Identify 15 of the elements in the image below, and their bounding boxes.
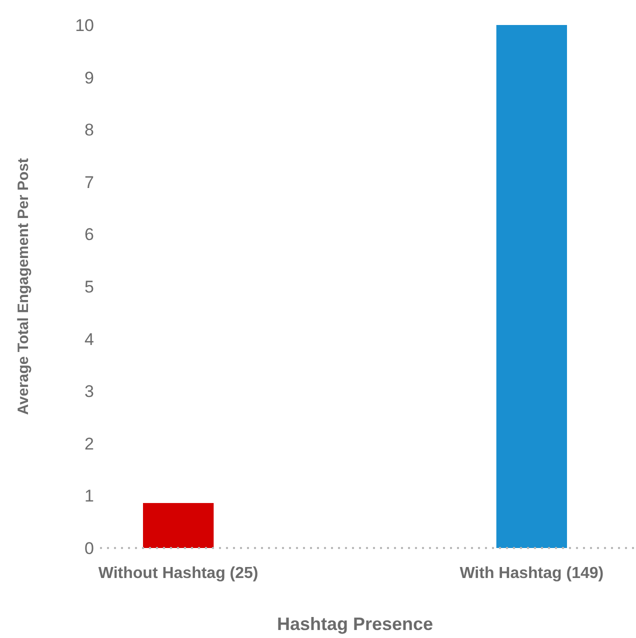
y-tick-label: 5 [84,277,94,296]
y-tick-label: 0 [84,538,94,558]
y-tick-label: 1 [84,486,94,506]
x-axis-title: Hashtag Presence [276,614,434,634]
y-tick-label: 4 [84,330,94,349]
y-tick-label: 7 [84,172,94,192]
x-tick-label: With Hashtag (149) [460,565,604,582]
y-tick-label: 3 [84,382,94,402]
y-tick-label: 6 [84,225,94,244]
y-axis-title: Average Total Engagement Per Post [15,158,32,415]
x-tick-label: Without Hashtag (25) [98,565,258,582]
y-tick-label: 10 [75,16,94,35]
y-tick-label: 9 [84,68,94,88]
y-tick-label: 8 [84,120,94,140]
y-tick-label: 2 [84,434,94,454]
